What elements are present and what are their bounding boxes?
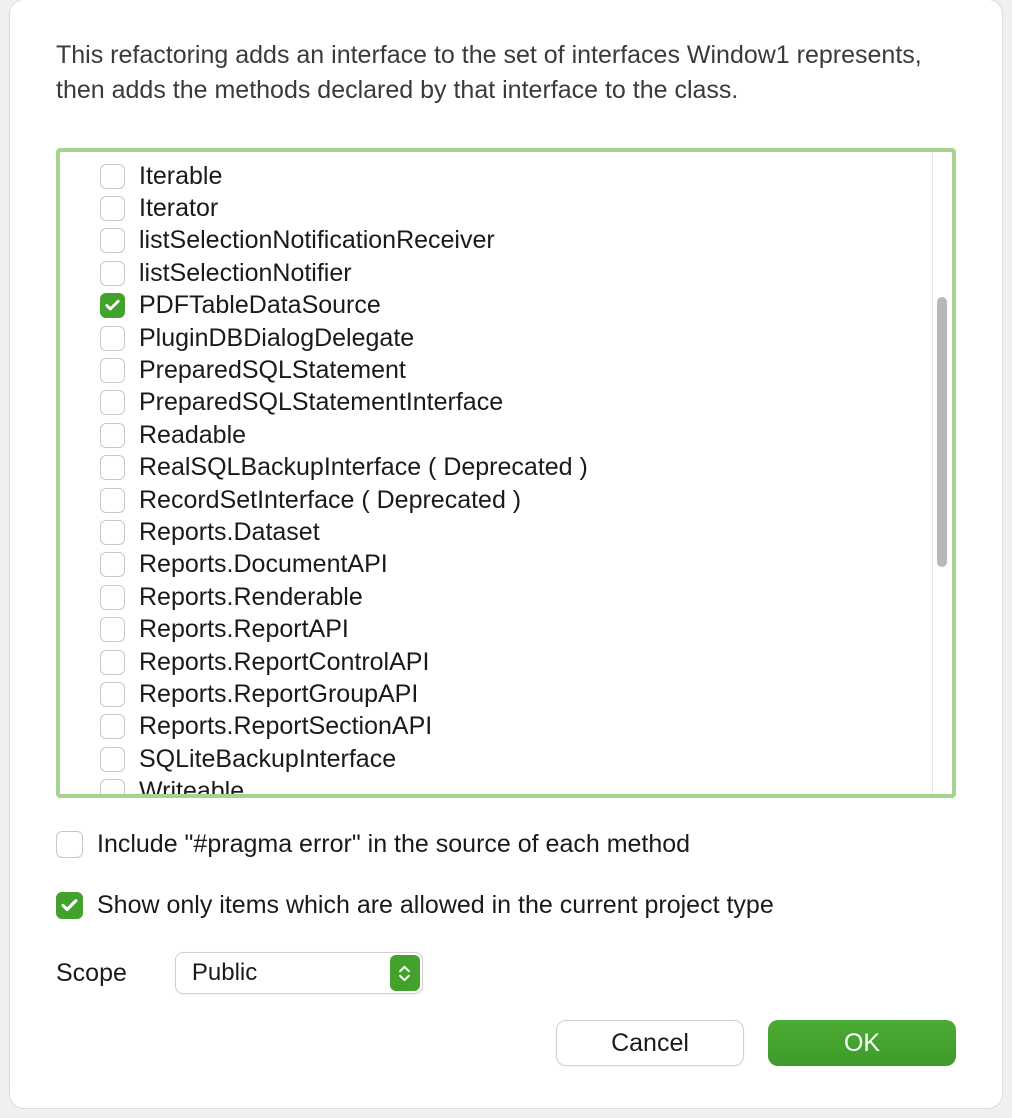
list-item[interactable]: Reports.Renderable	[100, 581, 932, 613]
list-item-checkbox[interactable]	[100, 617, 125, 642]
list-item-label: PreparedSQLStatementInterface	[139, 388, 503, 417]
list-item[interactable]: Reports.ReportGroupAPI	[100, 678, 932, 710]
ok-button[interactable]: OK	[768, 1020, 956, 1066]
list-item[interactable]: Iterator	[100, 192, 932, 224]
list-item-label: listSelectionNotificationReceiver	[139, 226, 495, 255]
list-item[interactable]: Readable	[100, 419, 932, 451]
list-item[interactable]: PluginDBDialogDelegate	[100, 322, 932, 354]
list-item-checkbox[interactable]	[100, 358, 125, 383]
list-item-label: PluginDBDialogDelegate	[139, 324, 414, 353]
list-item-label: Reports.ReportAPI	[139, 615, 349, 644]
interface-list-container: Iterable Iterator listSelectionNotificatio…	[56, 148, 956, 798]
scope-selected-value: Public	[192, 959, 257, 987]
list-item-label: RecordSetInterface ( Deprecated )	[139, 486, 521, 515]
show-allowed-option: Show only items which are allowed in the…	[56, 891, 956, 920]
list-item[interactable]: Iterable	[100, 160, 932, 192]
list-item-checkbox[interactable]	[100, 261, 125, 286]
list-item-label: Reports.DocumentAPI	[139, 550, 388, 579]
list-item-label: Readable	[139, 421, 246, 450]
list-item-checkbox[interactable]	[100, 423, 125, 448]
list-item-checkbox[interactable]	[100, 196, 125, 221]
interface-list[interactable]: Iterable Iterator listSelectionNotificatio…	[60, 152, 932, 794]
list-item-label: Reports.ReportControlAPI	[139, 648, 429, 677]
list-item-checkbox[interactable]	[100, 455, 125, 480]
list-item-label: PDFTableDataSource	[139, 291, 381, 320]
list-item-checkbox[interactable]	[100, 682, 125, 707]
list-item-checkbox[interactable]	[100, 164, 125, 189]
list-item-checkbox[interactable]	[100, 488, 125, 513]
list-item[interactable]: Writeable	[100, 775, 932, 794]
dialog-description: This refactoring adds an interface to th…	[56, 38, 956, 108]
list-item-checkbox[interactable]	[100, 585, 125, 610]
list-item[interactable]: Reports.DocumentAPI	[100, 549, 932, 581]
list-item-label: Iterable	[139, 162, 222, 191]
list-item-label: PreparedSQLStatement	[139, 356, 406, 385]
list-item-checkbox[interactable]	[100, 390, 125, 415]
list-item[interactable]: PreparedSQLStatementInterface	[100, 387, 932, 419]
list-item-checkbox[interactable]	[100, 293, 125, 318]
list-item-label: Reports.Dataset	[139, 518, 320, 547]
list-item-label: Reports.ReportGroupAPI	[139, 680, 418, 709]
scope-select[interactable]: Public	[175, 952, 423, 994]
cancel-button[interactable]: Cancel	[556, 1020, 744, 1066]
scope-select-wrap: Public	[175, 952, 423, 994]
list-item[interactable]: RecordSetInterface ( Deprecated )	[100, 484, 932, 516]
refactor-dialog: This refactoring adds an interface to th…	[10, 0, 1002, 1108]
list-item[interactable]: SQLiteBackupInterface	[100, 743, 932, 775]
list-item-label: Reports.ReportSectionAPI	[139, 712, 432, 741]
list-item[interactable]: listSelectionNotificationReceiver	[100, 225, 932, 257]
scope-label: Scope	[56, 959, 127, 988]
list-item-label: RealSQLBackupInterface ( Deprecated )	[139, 453, 588, 482]
pragma-error-label: Include "#pragma error" in the source of…	[97, 830, 690, 859]
list-item-checkbox[interactable]	[100, 228, 125, 253]
list-item[interactable]: Reports.ReportSectionAPI	[100, 711, 932, 743]
list-item[interactable]: listSelectionNotifier	[100, 257, 932, 289]
list-item-checkbox[interactable]	[100, 714, 125, 739]
scope-row: Scope Public	[56, 952, 956, 994]
list-item-checkbox[interactable]	[100, 326, 125, 351]
list-item-label: listSelectionNotifier	[139, 259, 352, 288]
list-item-checkbox[interactable]	[100, 650, 125, 675]
pragma-error-checkbox[interactable]	[56, 831, 83, 858]
pragma-error-option: Include "#pragma error" in the source of…	[56, 830, 956, 859]
list-item[interactable]: Reports.ReportControlAPI	[100, 646, 932, 678]
show-allowed-label: Show only items which are allowed in the…	[97, 891, 774, 920]
list-item[interactable]: RealSQLBackupInterface ( Deprecated )	[100, 452, 932, 484]
list-item[interactable]: PreparedSQLStatement	[100, 354, 932, 386]
list-item-label: Writeable	[139, 777, 244, 794]
list-item-label: Iterator	[139, 194, 218, 223]
list-item-label: Reports.Renderable	[139, 583, 363, 612]
dialog-button-row: Cancel OK	[56, 1020, 956, 1066]
scrollbar-thumb[interactable]	[937, 297, 947, 567]
list-item[interactable]: PDFTableDataSource	[100, 290, 932, 322]
list-item[interactable]: Reports.Dataset	[100, 516, 932, 548]
list-item-label: SQLiteBackupInterface	[139, 745, 396, 774]
list-item-checkbox[interactable]	[100, 779, 125, 794]
show-allowed-checkbox[interactable]	[56, 892, 83, 919]
list-item-checkbox[interactable]	[100, 747, 125, 772]
list-item[interactable]: Reports.ReportAPI	[100, 613, 932, 645]
check-icon	[60, 896, 79, 915]
list-item-checkbox[interactable]	[100, 520, 125, 545]
list-item-checkbox[interactable]	[100, 552, 125, 577]
scrollbar-track[interactable]	[932, 152, 952, 794]
check-icon	[104, 297, 121, 314]
